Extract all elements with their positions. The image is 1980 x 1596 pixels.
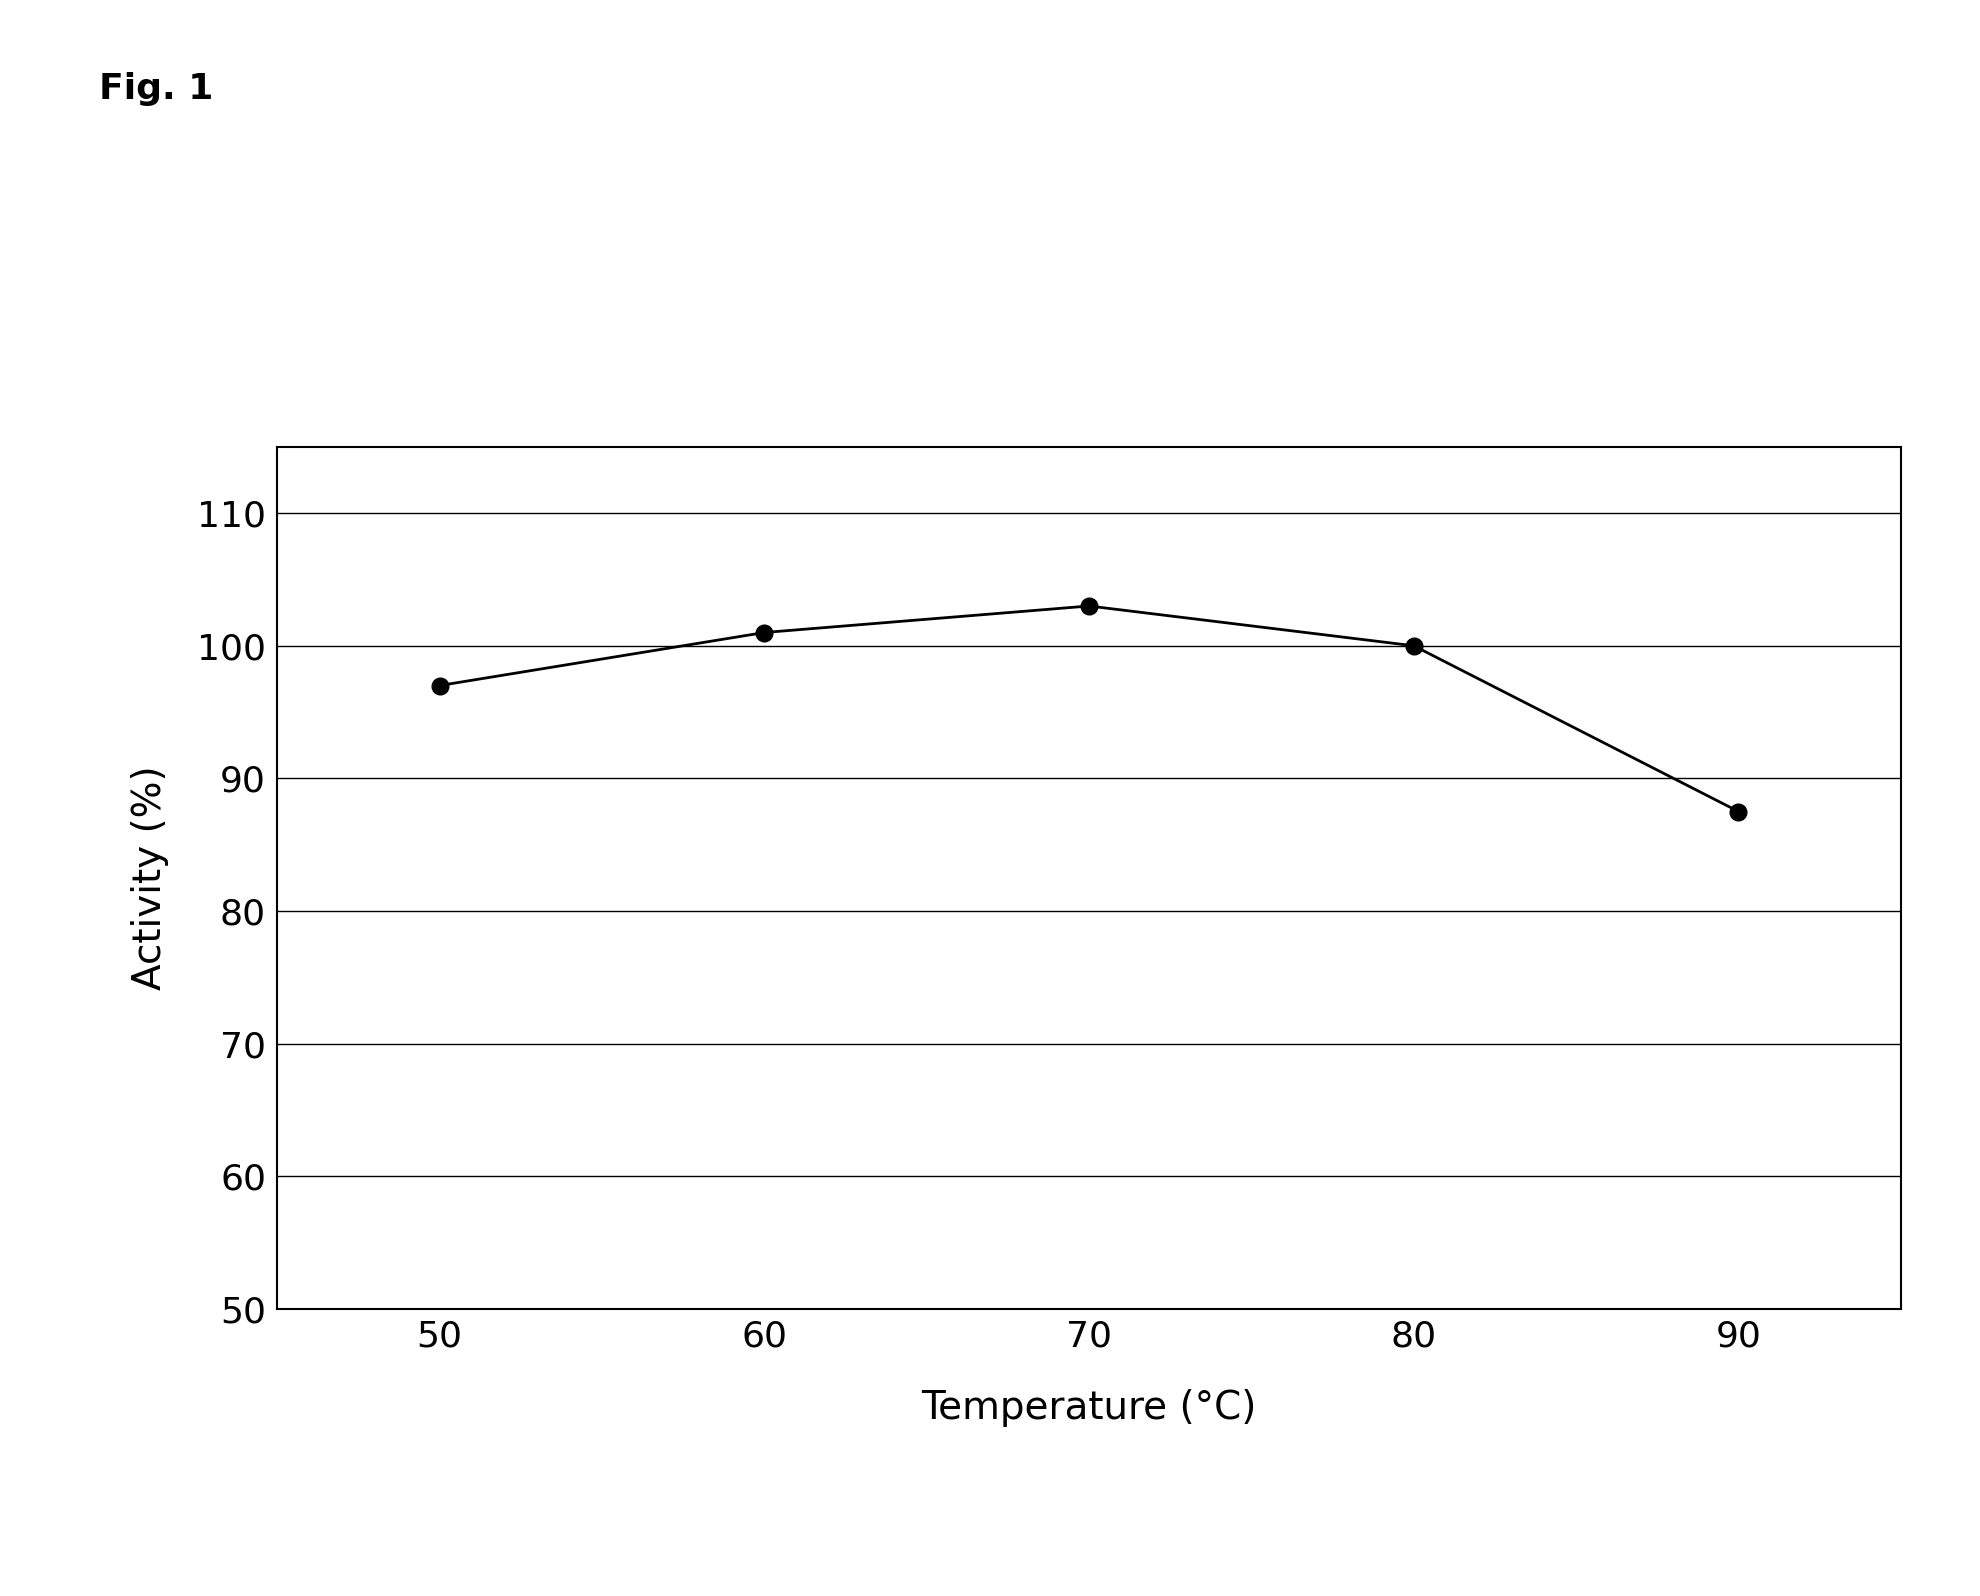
- Y-axis label: Activity (%): Activity (%): [131, 766, 170, 990]
- X-axis label: Temperature (°C): Temperature (°C): [921, 1389, 1257, 1427]
- Text: Fig. 1: Fig. 1: [99, 72, 214, 105]
